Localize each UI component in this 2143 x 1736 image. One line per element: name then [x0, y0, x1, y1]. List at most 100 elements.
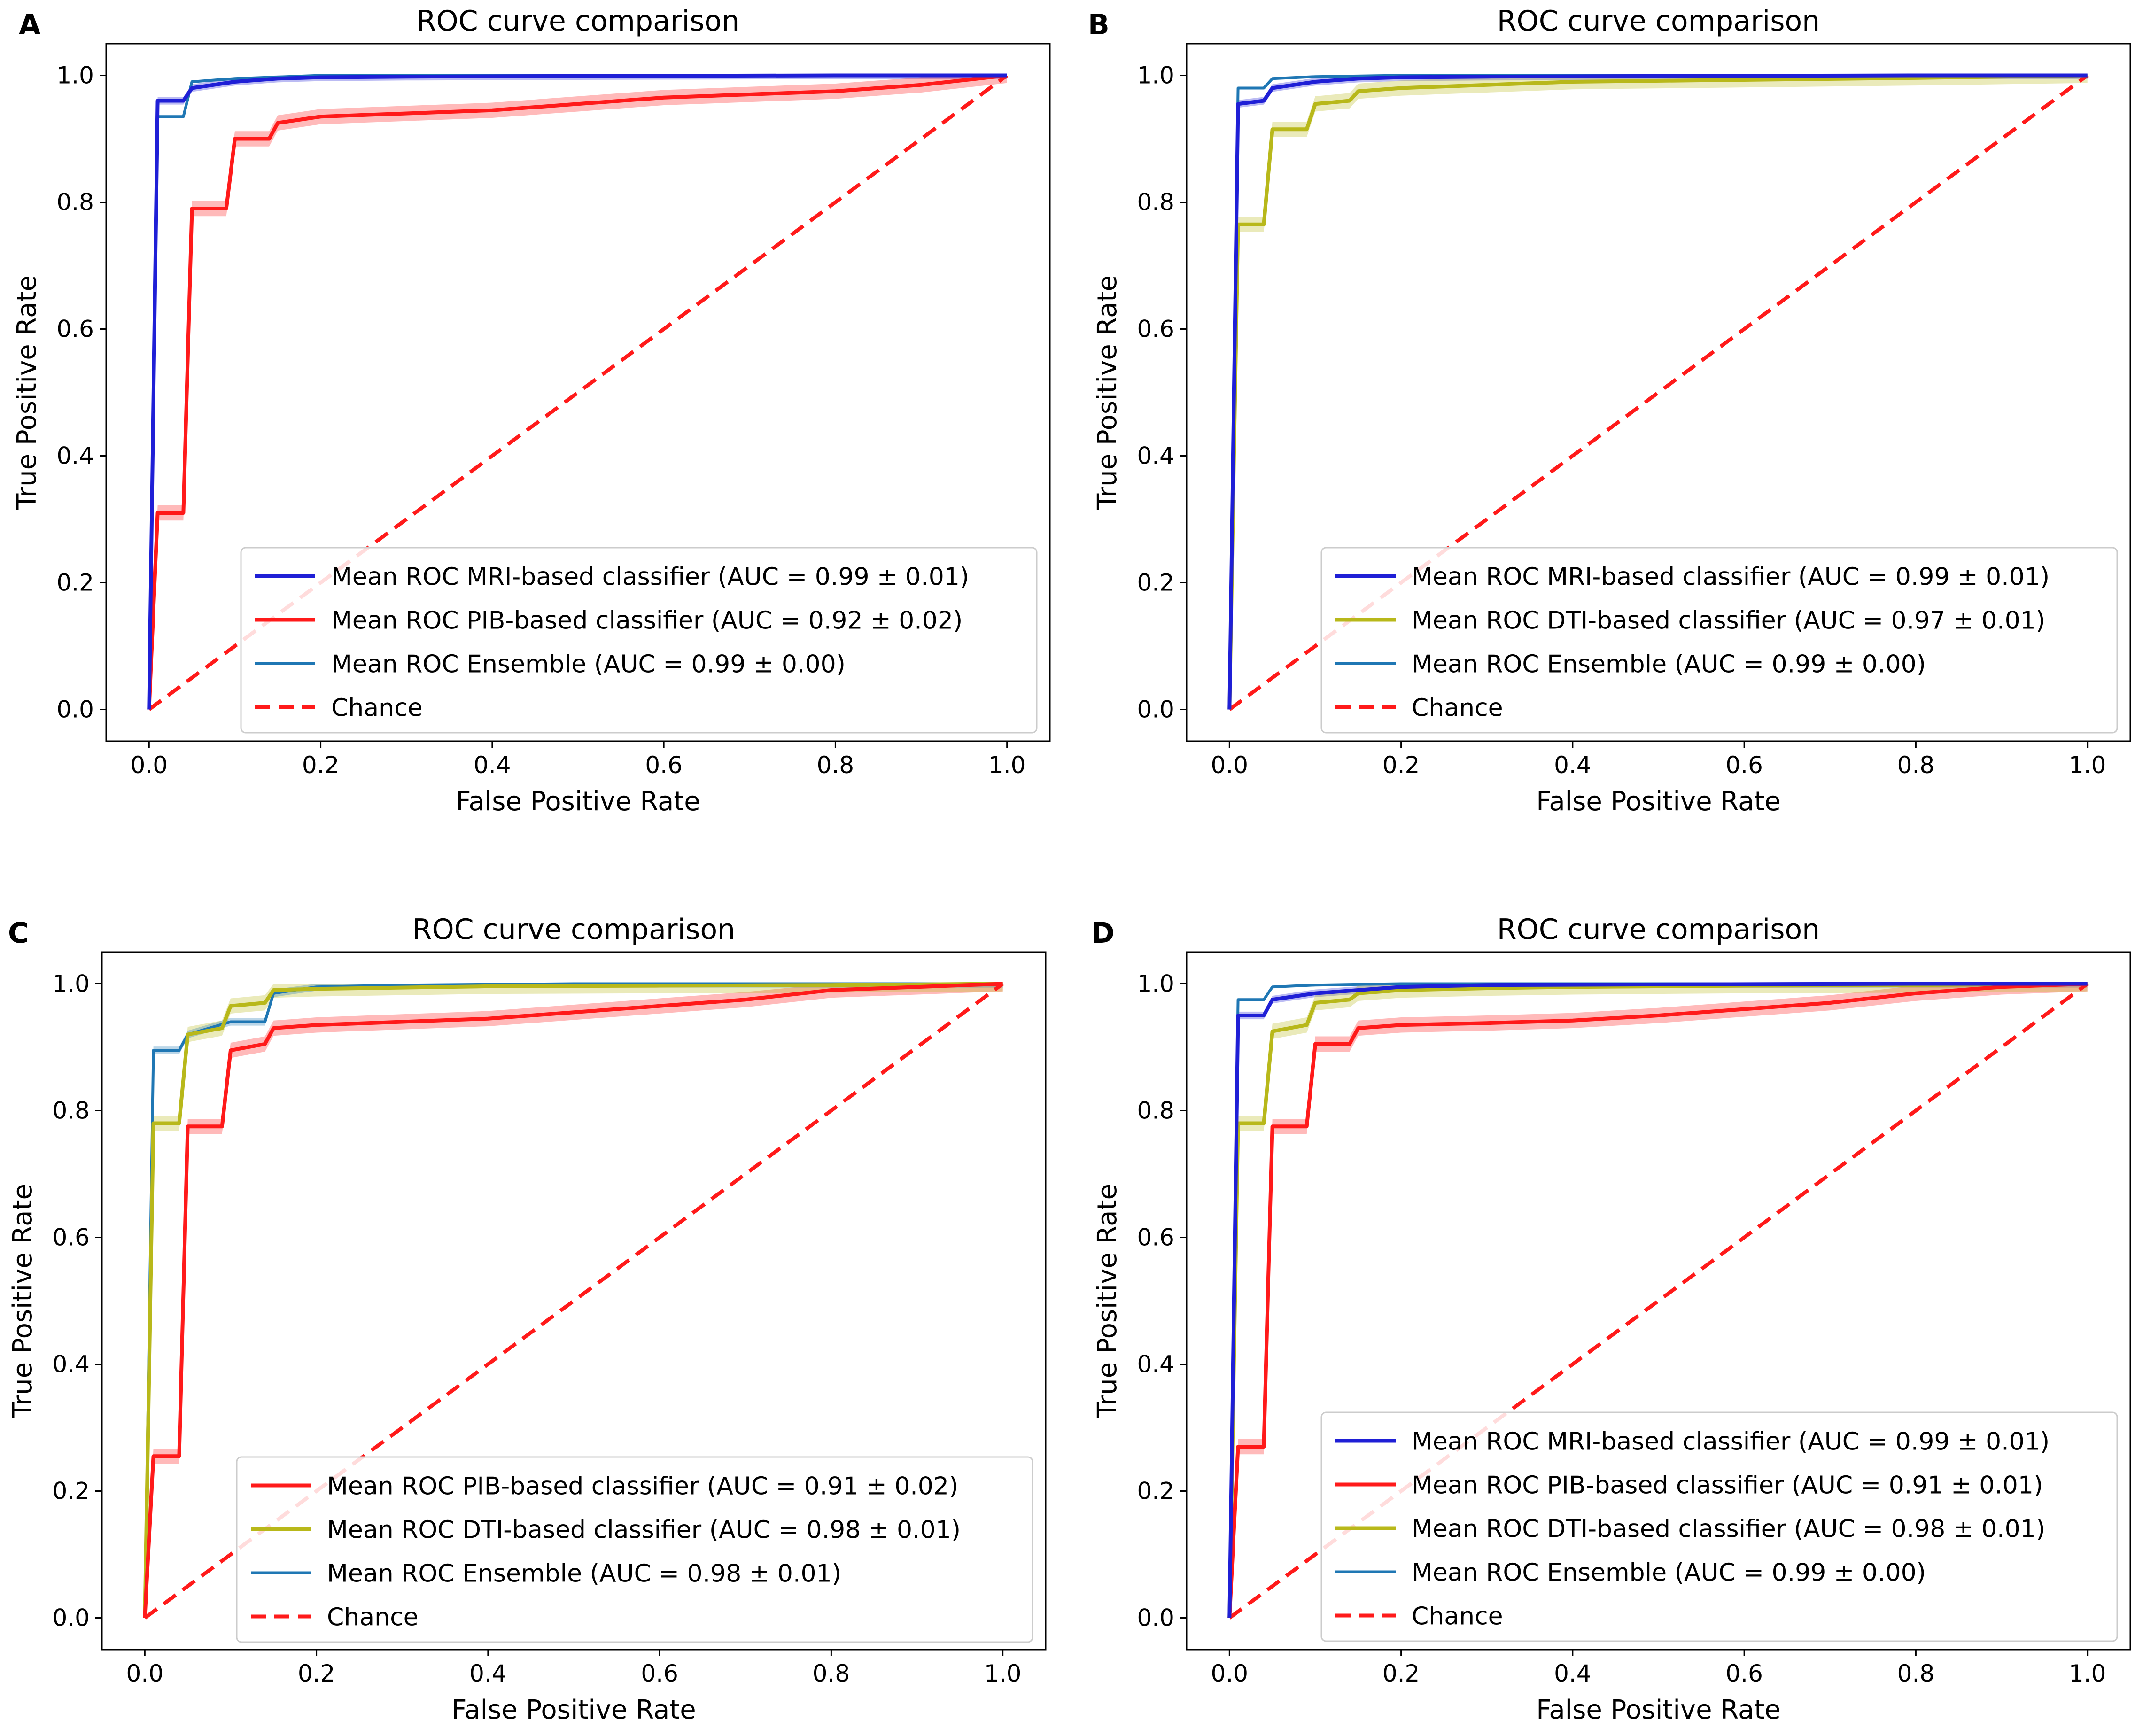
legend-entry-dti: Mean ROC DTI-based classifier (AUC = 0.9… [1412, 1515, 2045, 1543]
series-line-mri [1227, 73, 2088, 710]
x-tick-label: 0.0 [1211, 1660, 1249, 1687]
panel-label: B [1088, 8, 1110, 41]
y-tick-label: 0.6 [1137, 1224, 1174, 1251]
y-axis-label: True Positive Rate [1092, 1184, 1123, 1418]
y-tick-label: 0.4 [1137, 442, 1174, 470]
series-line-pib [147, 73, 1008, 710]
y-tick-label: 0.8 [1137, 189, 1174, 216]
y-tick-label: 0.8 [56, 189, 94, 216]
y-tick-label: 0.0 [1137, 696, 1174, 723]
panel-label: C [8, 917, 29, 950]
series-line-dti [143, 982, 1003, 1618]
legend-entry-chance: Chance [1412, 1603, 1503, 1631]
axes-frame [1186, 43, 2131, 742]
legend-box [1320, 547, 2118, 734]
legend-entry-pib: Mean ROC PIB-based classifier (AUC = 0.9… [1412, 1472, 2043, 1500]
legend-entry-ens: Mean ROC Ensemble (AUC = 0.99 ± 0.00) [1412, 1559, 1926, 1587]
chart-title: ROC curve comparison [412, 913, 735, 946]
y-tick-label: 1.0 [1137, 62, 1174, 89]
x-tick-label: 1.0 [984, 1660, 1022, 1687]
x-tick-label: 1.0 [2069, 1660, 2106, 1687]
legend-entry-chance: Chance [327, 1604, 419, 1632]
series-line-mri [147, 73, 1007, 710]
y-tick-label: 0.2 [56, 569, 94, 597]
legend: Mean ROC MRI-based classifier (AUC = 0.9… [1320, 1411, 2118, 1642]
y-tick-label: 0.2 [52, 1478, 90, 1505]
y-tick-label: 0.6 [1137, 316, 1174, 343]
y-axis-label: True Positive Rate [1092, 275, 1123, 510]
series-line-mri [1227, 982, 2088, 1618]
x-tick-label: 0.4 [1554, 1660, 1592, 1687]
panel-d: D ROC curve comparison 0.0 0.2 0.4 0.6 0.8 1.0 0… [1091, 913, 2131, 1725]
legend-box [240, 547, 1038, 734]
legend-entry-pib: Mean ROC PIB-based classifier (AUC = 0.9… [331, 607, 963, 635]
x-tick-label: 0.0 [131, 752, 168, 779]
x-axis-label: False Positive Rate [456, 786, 700, 817]
legend-entry-ens: Mean ROC Ensemble (AUC = 0.99 ± 0.00) [331, 651, 846, 679]
x-tick-label: 0.6 [1725, 752, 1763, 779]
series-line-pib [1227, 982, 2088, 1618]
legend-entry-pib: Mean ROC PIB-based classifier (AUC = 0.9… [327, 1472, 958, 1501]
x-tick-label: 0.2 [298, 1660, 335, 1687]
x-tick-label: 1.0 [988, 752, 1026, 779]
y-tick-label: 0.0 [56, 696, 94, 723]
series-line-ens [143, 982, 1003, 1618]
x-axis-label: False Positive Rate [451, 1695, 696, 1725]
x-tick-label: 0.8 [1897, 1660, 1935, 1687]
y-tick-label: 0.4 [52, 1351, 90, 1378]
y-tick-label: 0.8 [1137, 1097, 1174, 1124]
series-line-pib [143, 982, 1003, 1618]
x-tick-label: 1.0 [2069, 752, 2106, 779]
legend-entry-mri: Mean ROC MRI-based classifier (AUC = 0.9… [1412, 563, 2050, 591]
legend-entry-dti: Mean ROC DTI-based classifier (AUC = 0.9… [327, 1516, 961, 1544]
legend-entry-chance: Chance [1412, 694, 1503, 722]
y-tick-label: 1.0 [1137, 970, 1174, 998]
x-axis-label: False Positive Rate [1536, 786, 1780, 817]
axes-frame [105, 43, 1051, 742]
legend-entry-dti: Mean ROC DTI-based classifier (AUC = 0.9… [1412, 607, 2045, 635]
panel-b: B ROC curve comparison 0.0 0.2 0.4 0.6 0.8 1.0 0… [1088, 5, 2131, 817]
legend: Mean ROC MRI-based classifier (AUC = 0.9… [240, 547, 1038, 734]
panel-label: A [19, 8, 41, 41]
x-tick-label: 0.2 [1382, 1660, 1420, 1687]
x-tick-label: 0.6 [1725, 1660, 1763, 1687]
y-tick-label: 0.6 [52, 1224, 90, 1251]
x-tick-label: 0.4 [1554, 752, 1592, 779]
legend-box [1320, 1411, 2118, 1642]
y-tick-label: 0.4 [1137, 1351, 1174, 1378]
x-tick-label: 0.8 [1897, 752, 1935, 779]
chart-title: ROC curve comparison [1497, 913, 1820, 946]
legend-entry-mri: Mean ROC MRI-based classifier (AUC = 0.9… [1412, 1428, 2050, 1456]
y-tick-label: 0.8 [52, 1097, 90, 1124]
legend-box [236, 1456, 1033, 1643]
chart-title: ROC curve comparison [417, 5, 739, 38]
x-tick-label: 0.8 [817, 752, 854, 779]
legend-entry-mri: Mean ROC MRI-based classifier (AUC = 0.9… [331, 563, 969, 591]
y-tick-label: 1.0 [52, 970, 90, 998]
series-band-pib [145, 984, 1003, 1618]
panel-label: D [1091, 917, 1115, 950]
y-tick-label: 0.0 [52, 1604, 90, 1632]
legend-entry-ens: Mean ROC Ensemble (AUC = 0.99 ± 0.00) [1412, 651, 1926, 679]
x-tick-label: 0.0 [126, 1660, 164, 1687]
x-tick-label: 0.8 [813, 1660, 850, 1687]
y-tick-label: 0.2 [1137, 1478, 1174, 1505]
y-tick-label: 0.6 [56, 316, 94, 343]
x-tick-label: 0.2 [302, 752, 340, 779]
y-tick-label: 1.0 [56, 62, 94, 89]
legend-entry-chance: Chance [331, 694, 423, 722]
y-tick-label: 0.2 [1137, 569, 1174, 597]
y-axis-label: True Positive Rate [8, 1184, 38, 1418]
legend-entry-ens: Mean ROC Ensemble (AUC = 0.98 ± 0.01) [327, 1560, 841, 1588]
series-line-dti [1227, 73, 2088, 710]
y-axis-label: True Positive Rate [12, 275, 42, 510]
axes-frame [101, 951, 1047, 1651]
y-tick-label: 0.4 [56, 442, 94, 470]
legend: Mean ROC MRI-based classifier (AUC = 0.9… [1320, 547, 2118, 734]
x-tick-label: 0.2 [1382, 752, 1420, 779]
x-tick-label: 0.4 [469, 1660, 507, 1687]
x-tick-label: 0.4 [474, 752, 511, 779]
x-tick-label: 0.6 [645, 752, 683, 779]
x-tick-label: 0.0 [1211, 752, 1249, 779]
